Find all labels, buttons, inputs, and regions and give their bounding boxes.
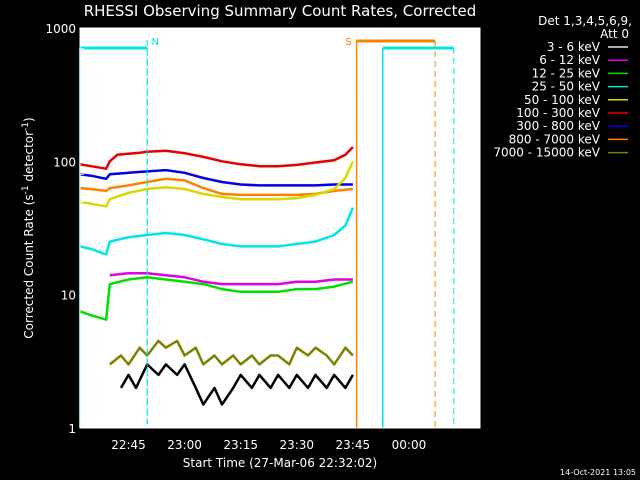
plot-background xyxy=(80,28,480,428)
series-line-7 xyxy=(109,339,354,366)
series-line-3 xyxy=(79,160,355,208)
x-tick-labels: 22:45 23:00 23:15 23:30 23:45 00:00 xyxy=(111,438,426,452)
y-axis-label-part1: Corrected Count Rate (s xyxy=(22,194,36,338)
y-tick-labels: 1 10 100 1000 xyxy=(45,22,76,436)
series-line-6 xyxy=(79,276,354,321)
x-tick-label-2: 23:15 xyxy=(223,438,258,452)
y-axis-label: Corrected Count Rate (s-1 detector-1) xyxy=(21,117,36,338)
legend-label-0: 3 - 6 keV xyxy=(547,40,601,54)
legend-label-2: 12 - 25 keV xyxy=(532,66,601,80)
y-axis-label-part3: ) xyxy=(22,117,36,122)
x-tick-label-0: 22:45 xyxy=(111,438,146,452)
series-line-1 xyxy=(79,168,353,187)
series-line-2 xyxy=(79,177,354,197)
annotation-label-0: N xyxy=(151,37,158,48)
y-tick-label-0: 1 xyxy=(68,422,76,436)
legend-header-line2: Att 0 xyxy=(600,27,629,41)
series-line-5 xyxy=(109,271,353,286)
x-tick-label-3: 23:30 xyxy=(279,438,314,452)
y-axis-label-sup1: -1 xyxy=(21,185,31,194)
y-axis-label-part2: detector xyxy=(22,131,36,186)
legend-label-7: 800 - 7000 keV xyxy=(509,132,601,146)
y-tick-label-2: 100 xyxy=(53,155,76,169)
legend-label-8: 7000 - 15000 keV xyxy=(493,146,600,160)
legend-label-5: 100 - 300 keV xyxy=(516,106,600,120)
x-tick-label-1: 23:00 xyxy=(167,438,202,452)
axis-ticks xyxy=(80,27,480,429)
y-tick-label-1: 10 xyxy=(61,289,76,303)
legend-label-4: 50 - 100 keV xyxy=(524,93,601,107)
x-axis-label: Start Time (27-Mar-06 22:32:02) xyxy=(183,456,377,470)
annotation-label-1: S xyxy=(345,37,351,48)
x-tick-label-4: 23:45 xyxy=(336,438,371,452)
legend-label-3: 25 - 50 keV xyxy=(532,80,601,94)
footer-date: 14-Oct-2021 13:05 xyxy=(560,468,636,477)
y-axis-label-sup2: -1 xyxy=(21,122,31,131)
legend-label-1: 6 - 12 keV xyxy=(539,53,601,67)
legend-header-line1: Det 1,3,4,5,6,9, xyxy=(538,14,632,28)
series-line-8 xyxy=(119,363,354,406)
chart-title: RHESSI Observing Summary Count Rates, Co… xyxy=(84,2,477,20)
x-tick-label-5: 00:00 xyxy=(392,438,427,452)
plot-frame xyxy=(79,27,481,429)
legend-label-6: 300 - 800 keV xyxy=(516,119,600,133)
series-line-0 xyxy=(79,146,354,170)
y-tick-label-3: 1000 xyxy=(45,22,76,36)
series-lines xyxy=(79,146,355,406)
series-line-4 xyxy=(79,207,355,256)
